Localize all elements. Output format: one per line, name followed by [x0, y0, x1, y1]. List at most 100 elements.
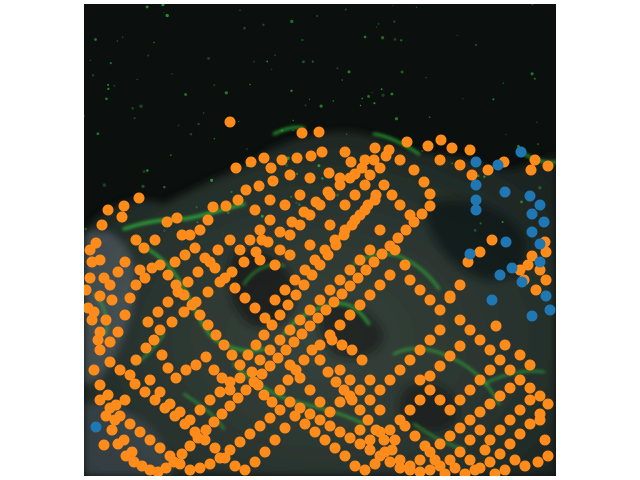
- blue-annotation-point: [464, 248, 476, 260]
- orange-annotation-point: [234, 244, 246, 256]
- orange-annotation-point: [274, 309, 286, 321]
- orange-annotation-point: [364, 444, 376, 456]
- blue-annotation-point: [470, 204, 482, 216]
- orange-annotation-point: [394, 154, 406, 166]
- orange-annotation-point: [162, 296, 174, 308]
- orange-annotation-point: [322, 366, 334, 378]
- orange-annotation-point: [92, 334, 104, 346]
- fluorescent-speck: [290, 89, 293, 92]
- orange-annotation-point: [454, 446, 466, 458]
- orange-annotation-point: [474, 406, 486, 418]
- fluorescent-speck: [105, 97, 108, 101]
- fluorescent-speck: [301, 38, 304, 42]
- fluorescent-speck: [147, 54, 150, 57]
- orange-annotation-point: [264, 344, 276, 356]
- blue-annotation-point: [470, 156, 482, 168]
- orange-annotation-point: [359, 204, 371, 216]
- orange-annotation-point: [184, 464, 196, 476]
- orange-annotation-point: [479, 444, 491, 456]
- fluorescent-speck: [344, 8, 347, 11]
- orange-annotation-point: [176, 229, 188, 241]
- orange-annotation-point: [486, 234, 498, 246]
- orange-annotation-point: [524, 382, 536, 394]
- orange-annotation-point: [364, 289, 376, 301]
- fluorescent-speck: [131, 106, 135, 110]
- orange-annotation-point: [435, 134, 447, 146]
- fluorescent-speck: [421, 150, 424, 152]
- fluorescent-speck: [290, 195, 293, 198]
- orange-annotation-point: [354, 404, 366, 416]
- orange-annotation-point: [314, 339, 326, 351]
- orange-annotation-point: [329, 234, 341, 246]
- orange-annotation-point: [219, 452, 231, 464]
- orange-annotation-point: [142, 316, 154, 328]
- orange-annotation-point: [474, 246, 486, 258]
- orange-annotation-point: [234, 436, 246, 448]
- orange-annotation-point: [96, 219, 108, 231]
- orange-annotation-point: [339, 224, 351, 236]
- orange-annotation-point: [404, 209, 416, 221]
- orange-annotation-point: [344, 172, 356, 184]
- orange-annotation-point: [364, 434, 376, 446]
- orange-annotation-point: [216, 408, 228, 420]
- orange-annotation-point: [542, 450, 554, 462]
- fluorescent-speck: [210, 178, 214, 182]
- orange-annotation-point: [264, 214, 276, 226]
- orange-annotation-point: [446, 142, 458, 154]
- orange-annotation-point: [334, 274, 346, 286]
- orange-annotation-point: [114, 364, 126, 376]
- orange-annotation-point: [296, 127, 308, 139]
- orange-annotation-point: [194, 462, 206, 474]
- orange-annotation-point: [394, 462, 406, 474]
- orange-annotation-point: [364, 394, 376, 406]
- orange-annotation-point: [192, 266, 204, 278]
- orange-annotation-point: [240, 384, 252, 396]
- orange-annotation-point: [254, 420, 266, 432]
- orange-annotation-point: [250, 246, 262, 258]
- orange-annotation-point: [514, 349, 526, 361]
- orange-annotation-point: [119, 309, 131, 321]
- fluorescent-speck: [102, 183, 107, 187]
- orange-annotation-point: [336, 339, 348, 351]
- orange-annotation-point: [306, 344, 318, 356]
- orange-annotation-point: [156, 349, 168, 361]
- orange-annotation-point: [344, 264, 356, 276]
- fluorescent-speck: [280, 129, 284, 132]
- orange-annotation-point: [494, 390, 506, 402]
- micrograph-svg: [84, 4, 556, 476]
- orange-annotation-point: [354, 299, 366, 311]
- orange-annotation-point: [284, 229, 296, 241]
- orange-annotation-point: [314, 396, 326, 408]
- fluorescent-speck: [189, 132, 193, 136]
- fluorescent-speck: [153, 41, 155, 44]
- orange-annotation-point: [264, 412, 276, 424]
- orange-annotation-point: [334, 319, 346, 331]
- orange-annotation-point: [224, 116, 236, 128]
- orange-annotation-point: [534, 414, 546, 426]
- orange-annotation-point: [524, 418, 536, 430]
- orange-annotation-point: [519, 460, 531, 472]
- fluorescent-speck: [392, 5, 394, 7]
- orange-annotation-point: [374, 426, 386, 438]
- orange-annotation-point: [354, 254, 366, 266]
- orange-annotation-point: [408, 164, 420, 176]
- orange-annotation-point: [250, 339, 262, 351]
- orange-annotation-point: [244, 234, 256, 246]
- blue-annotation-point: [524, 190, 536, 202]
- orange-annotation-point: [334, 364, 346, 376]
- orange-annotation-point: [364, 244, 376, 256]
- fluorescent-speck: [141, 184, 145, 188]
- fluorescent-speck: [321, 177, 324, 180]
- orange-annotation-point: [320, 304, 332, 316]
- orange-annotation-point: [176, 448, 188, 460]
- orange-annotation-point: [522, 259, 534, 271]
- orange-annotation-point: [469, 464, 481, 476]
- orange-annotation-point: [253, 180, 265, 192]
- orange-annotation-point: [434, 394, 446, 406]
- orange-annotation-point: [279, 422, 291, 434]
- orange-annotation-point: [344, 374, 356, 386]
- orange-annotation-point: [362, 414, 374, 426]
- fluorescent-speck: [290, 19, 294, 24]
- orange-annotation-point: [194, 309, 206, 321]
- orange-annotation-point: [474, 424, 486, 436]
